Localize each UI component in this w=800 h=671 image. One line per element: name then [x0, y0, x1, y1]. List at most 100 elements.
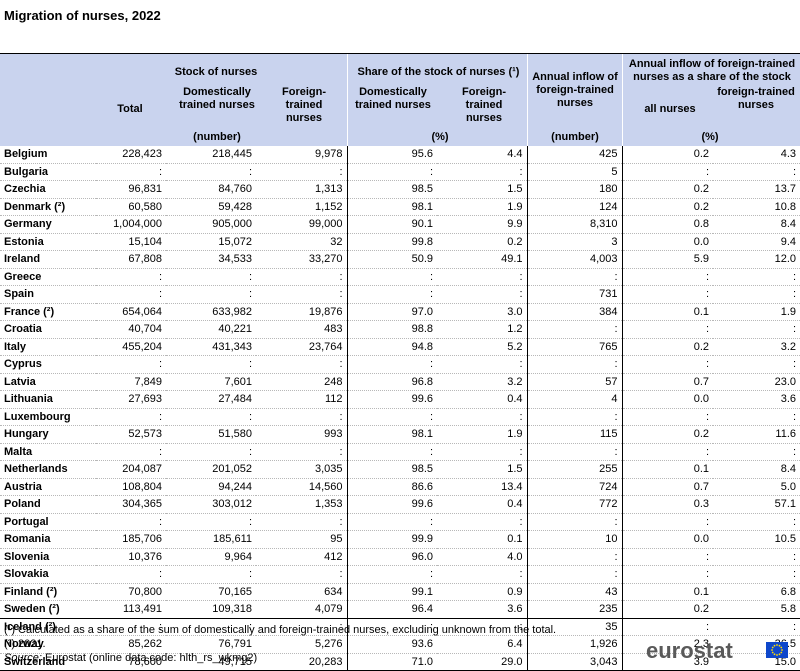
value-cell-ft: :	[713, 408, 800, 426]
value-cell-foreign: :	[256, 617, 347, 636]
value-cell-share-for: :	[437, 355, 527, 374]
table-row: Hungary 52,573 51,580 993 98.1 1.9 115 0.2 11.6	[0, 425, 800, 444]
value-cell-ft: 11.6	[713, 425, 800, 444]
value-cell-total: :	[96, 355, 166, 374]
value-cell-foreign: 1,152	[256, 198, 347, 216]
value-cell-all: :	[621, 320, 713, 339]
value-cell-inflow: :	[526, 548, 622, 566]
value-cell-all: 0.0	[621, 233, 713, 251]
value-cell-total: 108,804	[96, 478, 166, 496]
footnote-2: (²) 2021.	[4, 638, 46, 650]
value-cell-ft: 5.0	[713, 478, 800, 496]
footnote-1: (¹) Calculated as a share of the sum of …	[4, 624, 557, 636]
value-cell-all: 0.2	[621, 425, 713, 444]
value-cell-share-for: 0.2	[437, 233, 527, 251]
value-cell-domestic: 905,000	[166, 215, 256, 234]
value-cell-inflow: 5	[526, 163, 622, 181]
value-cell-all: 0.2	[621, 600, 713, 619]
value-cell-all: 5.9	[621, 250, 713, 269]
value-cell-inflow: 124	[526, 198, 622, 216]
country-cell: Romania	[0, 530, 96, 549]
header-annual-inflow: Annual inflow of foreign-trained nurses	[532, 71, 618, 109]
table-row: Latvia 7,849 7,601 248 96.8 3.2 57 0.7 23.0	[0, 373, 800, 391]
value-cell-all: :	[621, 163, 713, 181]
table-row: Slovakia::::::::	[0, 565, 800, 584]
value-cell-share-for: 1.9	[437, 198, 527, 216]
value-cell-foreign: :	[256, 408, 347, 426]
value-cell-share-dom: 86.6	[346, 478, 437, 496]
value-cell-ft: 57.1	[713, 495, 800, 514]
value-cell-inflow: 3	[526, 233, 622, 251]
value-cell-ft: 23.0	[713, 373, 800, 391]
table-row: Italy 455,204 431,343 23,764 94.8 5.2 765 0.2 3.…	[0, 338, 800, 356]
value-cell-foreign: 23,764	[256, 338, 347, 356]
value-cell-ft: :	[713, 268, 800, 286]
value-cell-share-for: :	[437, 285, 527, 304]
value-cell-total: :	[96, 408, 166, 426]
value-cell-inflow: 772	[526, 495, 622, 514]
value-cell-all: :	[621, 565, 713, 584]
value-cell-share-dom: :	[346, 513, 437, 531]
value-cell-total: 70,800	[96, 583, 166, 601]
table-row: Spain:::::731::	[0, 285, 800, 304]
value-cell-inflow: :	[526, 408, 622, 426]
table-row: Finland (²) 70,800 70,165 634 99.1 0.9 43 0.1 6.…	[0, 583, 800, 601]
value-cell-domestic: 51,580	[166, 425, 256, 444]
value-cell-ft: :	[713, 565, 800, 584]
value-cell-foreign: 3,035	[256, 460, 347, 479]
value-cell-all: 0.2	[621, 146, 713, 164]
header-share-domestic: Domestically trained nurses	[355, 86, 431, 111]
value-cell-total: 113,491	[96, 600, 166, 619]
value-cell-foreign: 14,560	[256, 478, 347, 496]
value-cell-all: 0.0	[621, 530, 713, 549]
value-cell-foreign: 634	[256, 583, 347, 601]
value-cell-share-for: 0.1	[437, 530, 527, 549]
table-row: Belgium 228,423 218,445 9,978 95.6 4.4 425 0.2 4…	[0, 146, 800, 164]
value-cell-total: 10,376	[96, 548, 166, 566]
value-cell-domestic: 59,428	[166, 198, 256, 216]
country-cell: France (²)	[0, 303, 96, 321]
country-cell: Germany	[0, 215, 96, 234]
source-line: Source: Eurostat (online data code: hlth…	[4, 652, 257, 664]
value-cell-all: :	[621, 408, 713, 426]
value-cell-share-for: 1.2	[437, 320, 527, 339]
value-cell-ft: 3.2	[713, 338, 800, 356]
value-cell-domestic: 9,964	[166, 548, 256, 566]
value-cell-share-dom: 99.8	[346, 233, 437, 251]
value-cell-domestic: 15,072	[166, 233, 256, 251]
value-cell-total: 85,262	[96, 635, 166, 654]
value-cell-share-dom: 94.8	[346, 338, 437, 356]
value-cell-share-dom: 95.6	[346, 146, 437, 164]
value-cell-share-for: 3.2	[437, 373, 527, 391]
value-cell-domestic: :	[166, 565, 256, 584]
value-cell-total: :	[96, 163, 166, 181]
value-cell-inflow: 10	[526, 530, 622, 549]
eurostat-logo-text: eurostat	[646, 638, 733, 663]
value-cell-all: 0.1	[621, 583, 713, 601]
country-cell: Lithuania	[0, 390, 96, 409]
page-title: Migration of nurses, 2022	[4, 8, 161, 23]
value-cell-total: 40,704	[96, 320, 166, 339]
value-cell-share-for: 13.4	[437, 478, 527, 496]
value-cell-foreign: 19,876	[256, 303, 347, 321]
value-cell-all: 0.2	[621, 180, 713, 199]
value-cell-inflow: 724	[526, 478, 622, 496]
value-cell-inflow: 1,926	[526, 635, 622, 654]
value-cell-share-dom: 98.1	[346, 425, 437, 444]
table-row: Norway85,26276,7915,27693.66.41,9262.336…	[0, 635, 800, 654]
value-cell-share-for: :	[437, 408, 527, 426]
top-rule	[0, 53, 800, 54]
value-cell-share-dom: :	[346, 285, 437, 304]
value-cell-share-dom: :	[346, 408, 437, 426]
header-unit-number-2: (number)	[551, 131, 599, 143]
table-row: Luxembourg::::::::	[0, 408, 800, 426]
value-cell-inflow: 235	[526, 600, 622, 619]
country-cell: Norway	[0, 635, 96, 654]
value-cell-total: 52,573	[96, 425, 166, 444]
source-label: Source:	[4, 652, 42, 664]
table-row: Czechia 96,831 84,760 1,313 98.5 1.5 180 0.2 13.…	[0, 180, 800, 199]
value-cell-share-dom: 93.6	[346, 635, 437, 654]
value-cell-share-for: :	[437, 268, 527, 286]
value-cell-inflow: 115	[526, 425, 622, 444]
table-row: Ireland 67,808 34,533 33,270 50.9 49.1 4,003 5.…	[0, 250, 800, 269]
